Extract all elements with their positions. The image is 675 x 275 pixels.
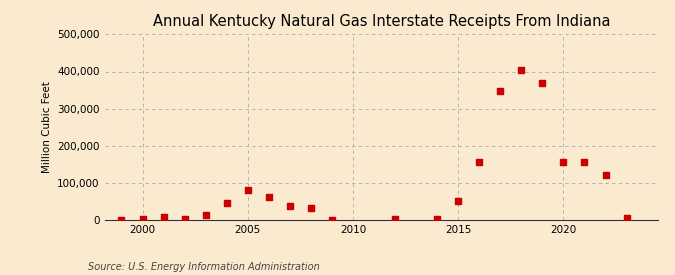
Point — [600, 173, 611, 178]
Point — [579, 160, 590, 165]
Point — [158, 215, 169, 220]
Point — [621, 216, 632, 220]
Point — [389, 217, 400, 222]
Title: Annual Kentucky Natural Gas Interstate Receipts From Indiana: Annual Kentucky Natural Gas Interstate R… — [153, 14, 610, 29]
Point — [516, 67, 526, 72]
Point — [537, 80, 548, 85]
Point — [453, 199, 464, 203]
Point — [495, 89, 506, 94]
Point — [558, 160, 569, 165]
Point — [200, 213, 211, 217]
Point — [242, 188, 253, 192]
Point — [263, 194, 274, 199]
Point — [474, 160, 485, 165]
Point — [432, 217, 443, 222]
Point — [137, 217, 148, 222]
Point — [306, 205, 317, 210]
Point — [179, 217, 190, 221]
Point — [284, 204, 295, 208]
Text: Source: U.S. Energy Information Administration: Source: U.S. Energy Information Administ… — [88, 262, 319, 272]
Point — [327, 218, 338, 222]
Point — [116, 218, 127, 222]
Point — [221, 201, 232, 205]
Y-axis label: Million Cubic Feet: Million Cubic Feet — [42, 81, 52, 173]
